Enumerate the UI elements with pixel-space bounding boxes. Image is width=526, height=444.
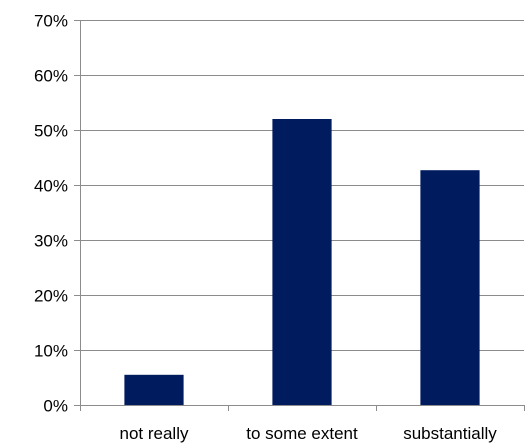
x-category-label: substantially bbox=[403, 424, 497, 443]
bars bbox=[124, 119, 480, 406]
y-tick-label: 70% bbox=[34, 12, 68, 31]
y-tick-label: 50% bbox=[34, 122, 68, 141]
y-tick-label: 60% bbox=[34, 67, 68, 86]
y-tick-label: 20% bbox=[34, 287, 68, 306]
bar-substantially bbox=[420, 170, 480, 405]
y-tick-label: 0% bbox=[43, 397, 68, 416]
x-category-label: to some extent bbox=[246, 424, 358, 443]
x-category-labels: not really to some extent substantially bbox=[120, 424, 498, 443]
y-tick-label: 10% bbox=[34, 342, 68, 361]
axes bbox=[74, 20, 525, 411]
y-tick-label: 40% bbox=[34, 177, 68, 196]
y-tick-labels: 0% 10% 20% 30% 40% 50% 60% 70% bbox=[34, 12, 68, 416]
bar-to-some-extent bbox=[272, 119, 332, 405]
bar-not-really bbox=[124, 374, 184, 406]
x-category-label: not really bbox=[120, 424, 189, 443]
y-tick-label: 30% bbox=[34, 232, 68, 251]
